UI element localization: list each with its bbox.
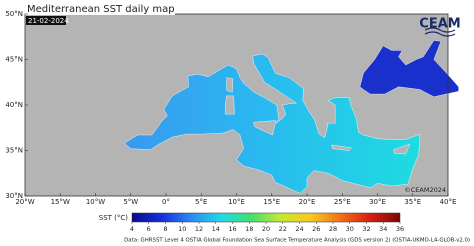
lon-label: 10°E [228,198,245,206]
colorbar-tick-label: 30 [346,225,354,233]
copyright: ©CEAM2024 [404,186,446,194]
lon-label: 0° [162,198,170,206]
title-box [25,2,175,15]
colorbar-tick-label: 32 [362,225,370,233]
map-title: Mediterranean SST daily map [27,4,175,15]
island [331,144,352,151]
colorbar-tick-label: 34 [379,225,387,233]
lat-label: 35°N [5,147,23,155]
lon-label: 20°E [299,198,316,206]
lat-label: 50°N [5,10,23,18]
colorbar-tick-label: 16 [228,225,236,233]
lon-label: 25°E [334,198,351,206]
colorbar-tick-label: 28 [329,225,337,233]
lon-label: 10°W [86,198,105,206]
colorbar-tick-label: 6 [147,225,151,233]
lon-label: 20°W [15,198,34,206]
island [253,120,277,136]
date-box [26,16,66,25]
lon-label: 35°E [404,198,421,206]
colorbar-tick-label: 36 [396,225,404,233]
colorbar-tick-label: 20 [262,225,270,233]
island [393,143,411,155]
colorbar-tick-label: 14 [212,225,220,233]
colorbar-tick-label: 24 [295,225,303,233]
lon-label: 15°E [263,198,280,206]
colorbar-tick-label: 8 [163,225,167,233]
colorbar-tick-label: 26 [312,225,320,233]
lon-label: 15°W [51,198,70,206]
date: 21-02-2024 [28,17,69,25]
black-sea [359,40,459,98]
lat-label: 45°N [5,56,23,64]
colorbar-tick-label: 18 [245,225,253,233]
colorbar-tick-label: 10 [178,225,186,233]
lon-label: 30°E [369,198,386,206]
colorbar-label: SST (°C) [99,214,129,222]
island [226,77,234,93]
lat-label: 40°N [5,101,23,109]
lon-label: 40°E [440,198,457,206]
lon-label: 5°E [195,198,207,206]
logo-waves [424,27,456,37]
colorbar-tick-label: 12 [195,225,203,233]
island [224,95,235,115]
colorbar [131,212,401,223]
colorbar-tick-label: 4 [130,225,134,233]
lon-label: 5°W [123,198,138,206]
lat-label: 30°N [5,192,23,200]
data-source: Data: GHRSST Level 4 OSTIA Global Founda… [124,238,470,244]
colorbar-tick-label: 22 [279,225,287,233]
